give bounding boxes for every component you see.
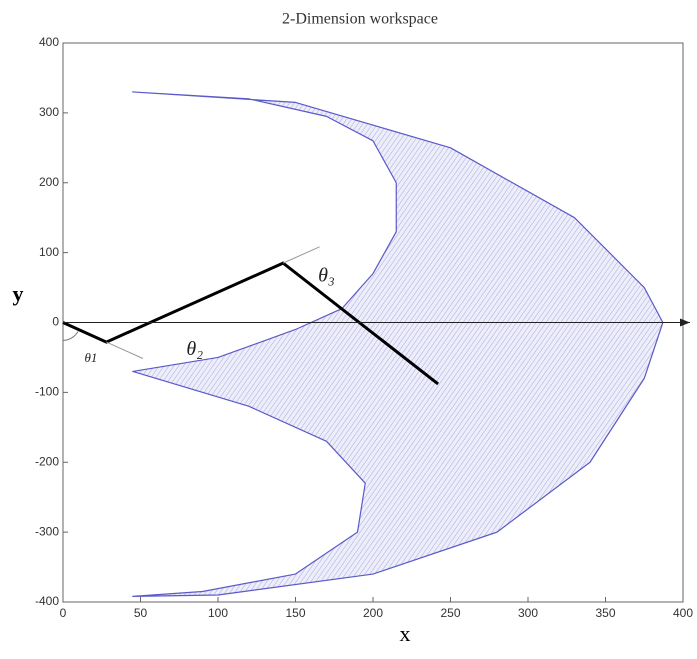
y-tick-label: 0: [52, 315, 59, 329]
joint-extension: [282, 246, 320, 264]
y-tick-label: -100: [35, 385, 59, 399]
x-tick-label: 400: [673, 606, 693, 620]
y-tick-label: 400: [39, 35, 59, 49]
x-tick-label: 250: [440, 606, 460, 620]
x-tick-label: 200: [363, 606, 383, 620]
angle-label: θ₃: [318, 265, 335, 287]
y-tick-label: -300: [35, 524, 59, 538]
arrow-head: [680, 318, 690, 327]
x-tick-label: 300: [518, 606, 538, 620]
chart-title: 2-Dimension workspace: [282, 11, 438, 28]
y-axis-label: y: [13, 281, 24, 306]
x-axis-label: x: [400, 621, 411, 646]
y-tick-label: -400: [35, 594, 59, 608]
angle-label: θ₂: [186, 338, 203, 360]
x-tick-label: 350: [595, 606, 615, 620]
x-tick-label: 50: [134, 606, 148, 620]
y-tick-label: -200: [35, 454, 59, 468]
angle-label: θ1: [84, 350, 97, 365]
angle-arc: [62, 331, 79, 341]
robot-arm: [62, 261, 440, 386]
x-tick-label: 100: [208, 606, 228, 620]
joint-extension: [106, 341, 144, 359]
x-tick-label: 0: [60, 606, 67, 620]
y-tick-label: 300: [39, 105, 59, 119]
y-tick-label: 100: [39, 245, 59, 259]
workspace-area: [132, 91, 664, 598]
y-tick-label: 200: [39, 175, 59, 189]
x-tick-label: 150: [285, 606, 305, 620]
